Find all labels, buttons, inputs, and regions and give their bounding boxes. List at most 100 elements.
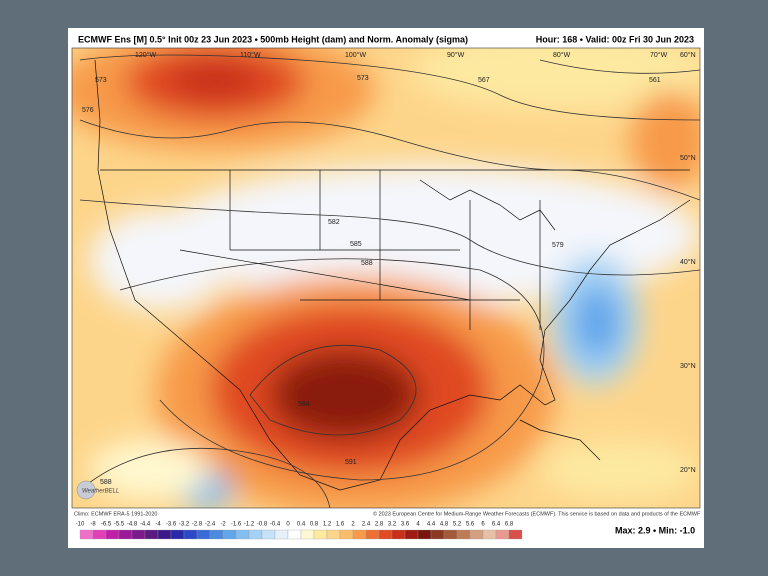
colorbar-label: 5.2 bbox=[453, 522, 462, 528]
contour-label: 567 bbox=[478, 77, 490, 84]
colorbar-swatch bbox=[378, 529, 393, 540]
colorbar-label: -2.4 bbox=[205, 522, 216, 528]
contour-label: 585 bbox=[350, 241, 362, 248]
colorbar: -10 -8 -6.5 -5.5 -4.8 -4.4 -4 -3.6 -3.2 -2.8 -2.4-… bbox=[76, 522, 523, 540]
colorbar-label: 2 bbox=[351, 522, 355, 528]
colorbar-label: 6.4 bbox=[492, 522, 501, 528]
colorbar-swatch bbox=[508, 529, 523, 540]
colorbar-label: 6 bbox=[481, 522, 485, 528]
colorbar-label: 3.2 bbox=[388, 522, 397, 528]
colorbar-swatch bbox=[261, 529, 276, 540]
colorbar-label: -1.6 bbox=[231, 522, 242, 528]
contour-label: 579 bbox=[552, 242, 564, 249]
lon-label: 120°W bbox=[135, 51, 156, 59]
colorbar-swatch bbox=[495, 529, 510, 540]
colorbar-label: 2.4 bbox=[362, 522, 371, 528]
contour-label: 594 bbox=[298, 401, 310, 408]
contour-label: 576 bbox=[82, 107, 94, 114]
colorbar-swatch bbox=[131, 529, 146, 540]
colorbar-swatch bbox=[248, 529, 263, 540]
colorbar-label: -8 bbox=[90, 522, 96, 528]
colorbar-swatch bbox=[209, 529, 224, 540]
colorbar-label: -10 bbox=[76, 522, 85, 528]
logo: WeatherBELL bbox=[82, 489, 119, 495]
colorbar-swatch bbox=[196, 529, 211, 540]
colorbar-swatch bbox=[391, 529, 406, 540]
colorbar-swatch bbox=[352, 529, 367, 540]
colorbar-label: 0.8 bbox=[310, 522, 319, 528]
colorbar-swatch bbox=[235, 529, 250, 540]
contour-label: 588 bbox=[361, 260, 373, 267]
colorbar-swatch bbox=[482, 529, 497, 540]
colorbar-swatch bbox=[274, 529, 289, 540]
colorbar-label: -6.5 bbox=[101, 522, 112, 528]
lon-label: 80°W bbox=[553, 51, 571, 59]
contour-label: 591 bbox=[345, 459, 357, 466]
header-left: ECMWF Ens [M] 0.5° Init 00z 23 Jun 2023 … bbox=[78, 34, 468, 44]
colorbar-swatch bbox=[469, 529, 484, 540]
colorbar-label: 4 bbox=[416, 522, 420, 528]
lat-label: 50°N bbox=[680, 154, 696, 162]
contour-label: 561 bbox=[649, 77, 661, 84]
colorbar-label: -3.2 bbox=[179, 522, 190, 528]
colorbar-swatch bbox=[365, 529, 380, 540]
colorbar-label: 0.4 bbox=[297, 522, 306, 528]
colorbar-swatch bbox=[222, 529, 237, 540]
lon-label: 110°W bbox=[240, 51, 261, 59]
colorbar-swatch bbox=[417, 529, 432, 540]
colorbar-swatch bbox=[326, 529, 341, 540]
colorbar-label: -1.2 bbox=[244, 522, 255, 528]
colorbar-swatch bbox=[300, 529, 315, 540]
colorbar-label: -4.8 bbox=[127, 522, 138, 528]
colorbar-swatch bbox=[339, 529, 354, 540]
colorbar-label: -0.8 bbox=[257, 522, 268, 528]
lat-label: 60°N bbox=[680, 51, 696, 59]
lon-label: 70°W bbox=[650, 51, 668, 59]
colorbar-swatch bbox=[313, 529, 328, 540]
colorbar-label: -4 bbox=[155, 522, 161, 528]
colorbar-label: 0 bbox=[286, 522, 290, 528]
colorbar-label: -2 bbox=[220, 522, 226, 528]
lat-label: 40°N bbox=[680, 258, 696, 266]
colorbar-label: -5.5 bbox=[114, 522, 125, 528]
lat-label: 20°N bbox=[680, 466, 696, 474]
header-right: Hour: 168 • Valid: 00z Fri 30 Jun 2023 bbox=[536, 34, 694, 44]
max-min: Max: 2.9 • Min: -1.0 bbox=[615, 525, 695, 535]
colorbar-label: -3.6 bbox=[166, 522, 177, 528]
colorbar-swatch bbox=[430, 529, 445, 540]
colorbar-label: 5.6 bbox=[466, 522, 475, 528]
colorbar-label: 4.8 bbox=[440, 522, 449, 528]
climo-note: Climo: ECMWF ERA-5 1991-2020 bbox=[74, 511, 157, 517]
map-frame bbox=[71, 47, 701, 509]
colorbar-swatch bbox=[118, 529, 133, 540]
colorbar-label: 6.8 bbox=[505, 522, 514, 528]
lon-label: 100°W bbox=[345, 51, 366, 59]
logo-globe bbox=[76, 480, 96, 500]
contour-label: 573 bbox=[95, 77, 107, 84]
colorbar-label: 2.8 bbox=[375, 522, 384, 528]
colorbar-swatch bbox=[105, 529, 120, 540]
colorbar-swatch bbox=[92, 529, 107, 540]
colorbar-label: -4.4 bbox=[140, 522, 151, 528]
map bbox=[72, 48, 700, 508]
colorbar-swatch bbox=[170, 529, 185, 540]
contour-label: 573 bbox=[357, 75, 369, 82]
colorbar-swatch bbox=[183, 529, 198, 540]
colorbar-swatch bbox=[456, 529, 471, 540]
lon-label: 90°W bbox=[447, 51, 465, 59]
colorbar-swatch bbox=[157, 529, 172, 540]
colorbar-label: 3.6 bbox=[401, 522, 410, 528]
colorbar-label: 1.2 bbox=[323, 522, 332, 528]
colorbar-swatch bbox=[443, 529, 458, 540]
lat-label: 30°N bbox=[680, 362, 696, 370]
colorbar-swatch bbox=[144, 529, 159, 540]
contour-label: 582 bbox=[328, 219, 340, 226]
colorbar-swatch bbox=[79, 529, 94, 540]
colorbar-label: 4.4 bbox=[427, 522, 436, 528]
contour-label: 588 bbox=[100, 479, 112, 486]
colorbar-label: -0.4 bbox=[270, 522, 281, 528]
colorbar-label: 1.6 bbox=[336, 522, 345, 528]
colorbar-label: -2.8 bbox=[192, 522, 203, 528]
copyright: © 2023 European Centre for Medium-Range … bbox=[373, 510, 701, 517]
